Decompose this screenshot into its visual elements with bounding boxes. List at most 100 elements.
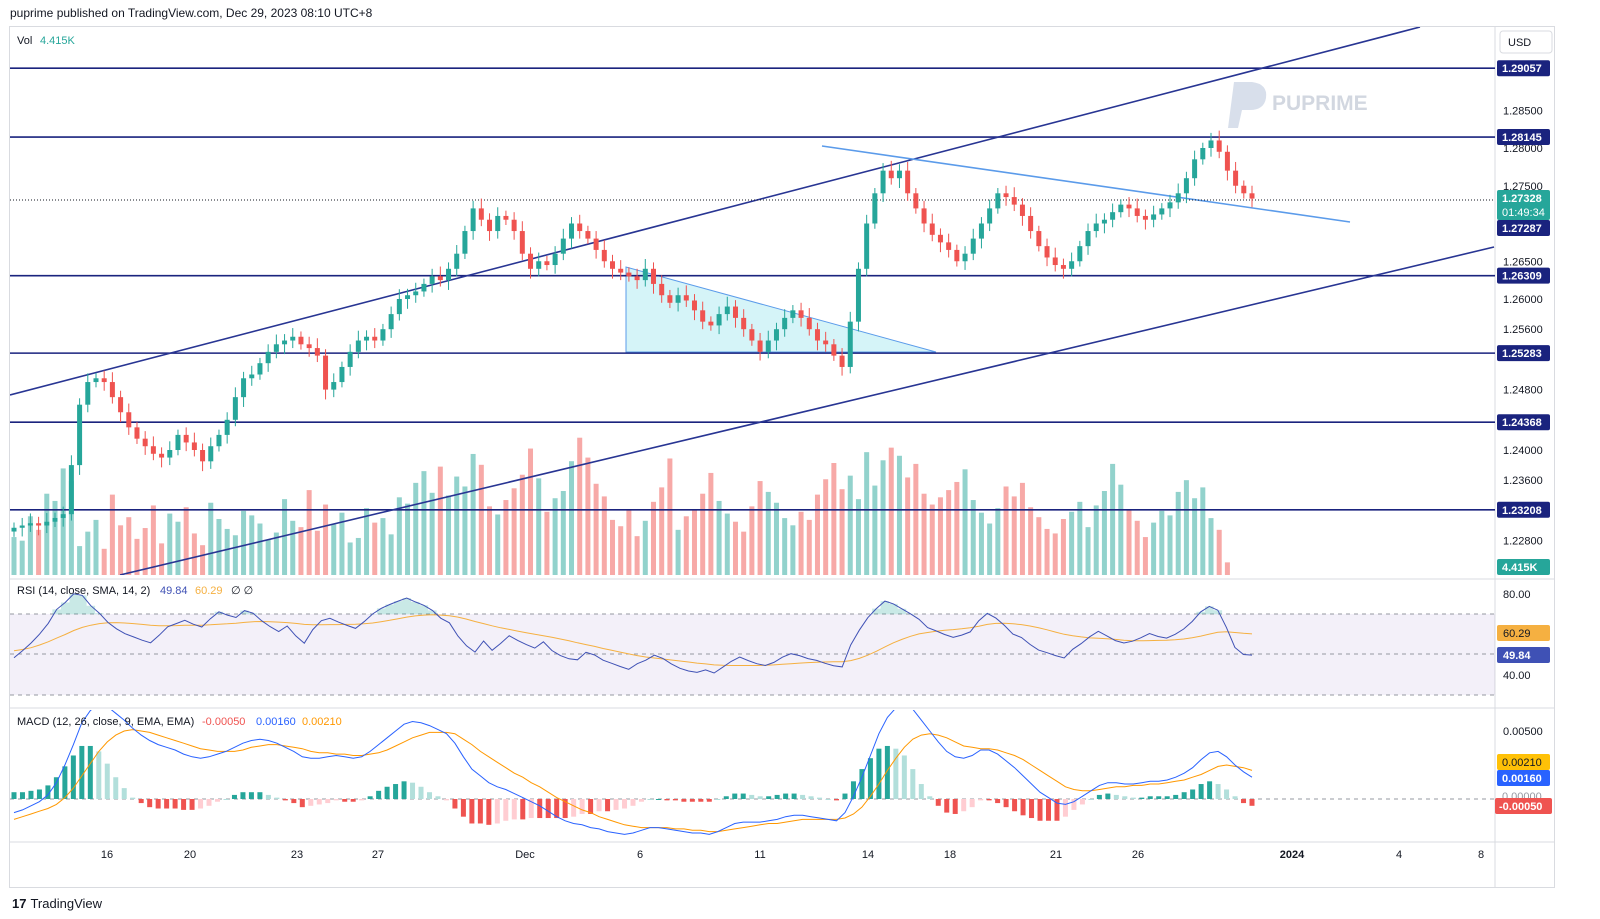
candle-body [478, 208, 484, 220]
macd-hist-bar [53, 777, 59, 799]
macd-hist-bar [647, 799, 653, 800]
volume-bar [872, 485, 878, 575]
volume-bar [708, 472, 714, 575]
volume-bar [585, 457, 591, 575]
descending-trendline[interactable] [821, 145, 1351, 223]
volume-bar [847, 475, 853, 575]
macd-hist-bar [198, 799, 204, 809]
candle-body [560, 238, 566, 254]
volume-bar [1151, 522, 1157, 575]
volume-bar [946, 490, 952, 575]
candle-body [511, 219, 517, 232]
rsi-legend-extra: ∅ ∅ [231, 585, 253, 597]
channel-lower-line[interactable] [119, 246, 1495, 575]
horizontal-levels[interactable] [10, 67, 1495, 511]
candle-body [405, 295, 411, 299]
macd-hist-bar [664, 799, 670, 801]
volume-bar [405, 503, 411, 575]
macd-signal-badge-label: 0.00210 [1502, 757, 1542, 769]
volume-bar [364, 508, 370, 575]
volume-bar [536, 478, 542, 575]
macd-hist-bar [316, 799, 322, 805]
candle-body [1011, 197, 1017, 205]
volume-bar [290, 520, 296, 575]
volume-bar [93, 519, 99, 575]
currency-button[interactable] [1499, 30, 1553, 54]
volume-bar [396, 497, 402, 575]
candle-body [921, 208, 927, 224]
macd-hist-bar [554, 799, 560, 819]
candle-body [667, 295, 673, 303]
volume-bar [782, 518, 788, 575]
candle-body [1003, 193, 1009, 198]
volume-bar [1019, 482, 1025, 575]
macd-hist-bar [842, 793, 848, 799]
candle-body [11, 527, 17, 532]
candle-body [27, 523, 33, 526]
volume-bar [36, 529, 42, 575]
volume-bar [437, 466, 443, 575]
macd-signal-badge [1497, 754, 1550, 770]
macd-hist-bar [486, 799, 492, 825]
time-axis[interactable]: 16 20 23 27 Dec 6 11 14 18 21 26 2024 4 8 [101, 849, 1484, 861]
volume-bar [888, 447, 894, 575]
candle-body [167, 450, 173, 458]
candle-body [1192, 159, 1198, 179]
macd-hist-bar [503, 799, 509, 821]
volume-bar [962, 469, 968, 575]
candle-body [659, 283, 665, 296]
macd-legend-signal: 0.00210 [302, 716, 342, 728]
level-badge-2 [1497, 267, 1550, 284]
volume-bar [1134, 520, 1140, 575]
macd-hist-bar [562, 799, 568, 819]
volume-bar [298, 527, 304, 575]
macd-hist-bar [1096, 794, 1102, 799]
volume-bar [593, 483, 599, 575]
macd-hist-bar [325, 799, 331, 804]
price-tick-2: 1.27500 [1503, 181, 1543, 193]
candle-body [708, 321, 714, 326]
volume-bar [1077, 501, 1083, 575]
volume-bar [388, 534, 394, 575]
candle-body [470, 208, 476, 232]
candle-body [388, 314, 394, 330]
macd-hist-bar [834, 799, 840, 801]
macd-value-badge [1497, 770, 1550, 786]
volume-bar [323, 504, 329, 575]
candle-body [601, 249, 607, 262]
candle-body [421, 283, 427, 292]
macd-hist-bar [1054, 799, 1060, 821]
macd-hist-bar [452, 799, 458, 809]
candle-body [1134, 208, 1140, 216]
candle-body [1142, 215, 1148, 220]
volume-bar [85, 531, 91, 575]
macd-hist-badge [1495, 798, 1552, 814]
candle-body [503, 215, 509, 220]
macd-hist-bar [901, 755, 907, 799]
volume-bar [929, 504, 935, 575]
volume-bar [691, 509, 697, 575]
candle-body [782, 317, 788, 330]
volume-bar [1200, 487, 1206, 575]
rsi-line [13, 593, 1253, 674]
candle-body [364, 336, 370, 341]
price-axis[interactable]: 1.28500 1.28000 1.27500 1.26500 1.26000 1.256… [1503, 105, 1543, 547]
candle-body [282, 340, 288, 345]
macd-hist-bar [698, 799, 704, 802]
volume-legend-value: 4.415K [40, 35, 76, 47]
descending-triangle-pattern[interactable] [625, 266, 937, 353]
macd-hist-bar [622, 799, 628, 809]
volume-bar [11, 537, 17, 575]
volume-bar [1044, 528, 1050, 575]
volume-bar [1011, 496, 1017, 575]
candle-body [1028, 215, 1034, 232]
channel-upper-line[interactable] [10, 27, 1421, 396]
rsi-legend-label: RSI (14, close, SMA, 14, 2) [17, 585, 150, 597]
candle-body [339, 366, 345, 383]
volume-bar [142, 528, 148, 575]
tradingview-logo-text: TradingView [30, 896, 103, 911]
tradingview-footer[interactable]: 17 TradingView [12, 896, 102, 911]
macd-hist-bar [884, 745, 890, 799]
price-tick-5: 1.25600 [1503, 324, 1543, 336]
